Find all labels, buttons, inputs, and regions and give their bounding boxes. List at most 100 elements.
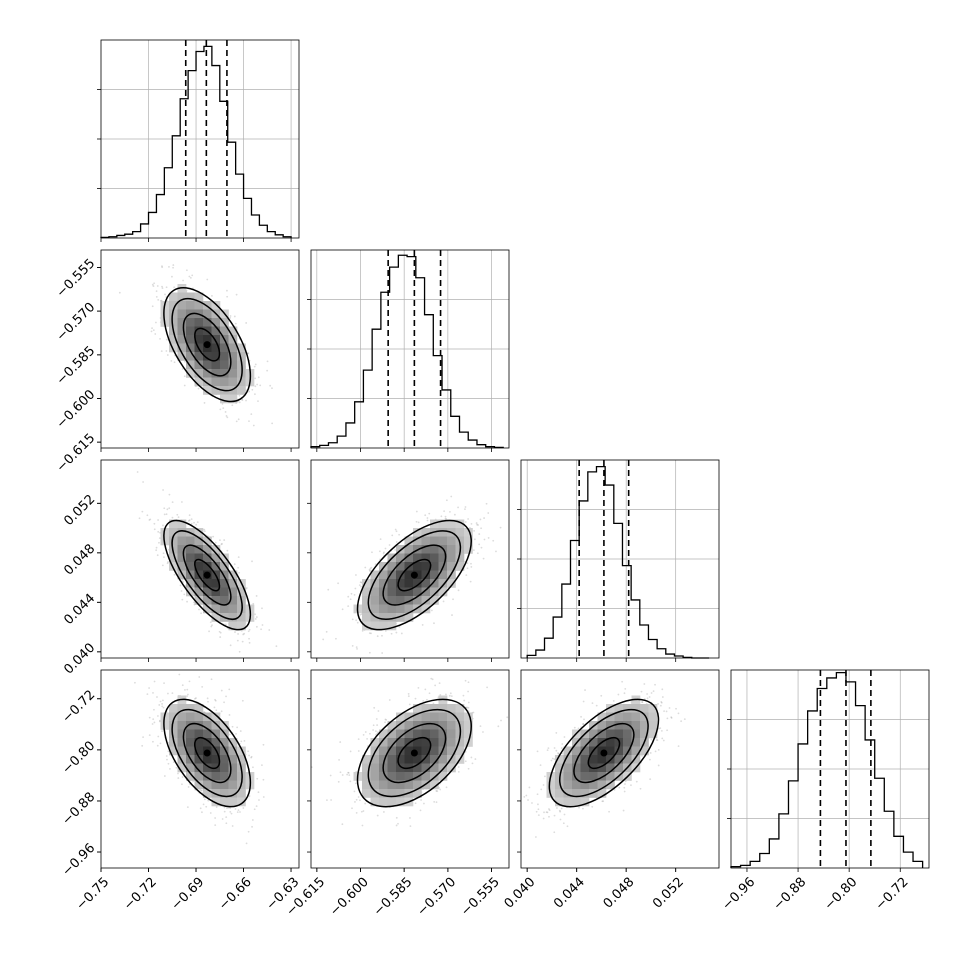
- density-cell: [186, 352, 195, 361]
- density-cell: [228, 789, 238, 798]
- sample-point: [155, 546, 158, 549]
- sample-point: [209, 812, 212, 814]
- sample-point: [187, 519, 190, 522]
- sample-point: [162, 524, 164, 527]
- density-cell: [194, 562, 204, 571]
- sample-point: [254, 618, 257, 620]
- sample-point: [199, 807, 202, 810]
- density-cell: [186, 704, 195, 713]
- sample-point: [159, 337, 161, 340]
- density-cell: [228, 377, 238, 387]
- density-cell: [203, 352, 212, 361]
- sample-point: [171, 501, 174, 504]
- sample-point: [166, 758, 168, 761]
- sample-point: [214, 541, 217, 544]
- sample-point: [238, 394, 241, 397]
- sample-point: [231, 404, 234, 407]
- sample-point: [467, 706, 470, 709]
- density-cell: [203, 772, 212, 781]
- sample-point: [261, 764, 263, 766]
- density-cell: [404, 596, 414, 605]
- sample-point: [152, 692, 154, 694]
- density-cell: [413, 587, 422, 597]
- sample-point: [245, 399, 247, 402]
- density-cell: [211, 386, 221, 395]
- sample-point: [173, 286, 176, 289]
- sample-point: [444, 515, 447, 518]
- sample-point: [161, 265, 163, 268]
- density-cell: [220, 789, 229, 798]
- sample-point: [167, 762, 170, 765]
- density-cell: [464, 536, 473, 546]
- sample-point: [445, 499, 448, 502]
- density-cell: [370, 579, 380, 588]
- density-cell: [237, 797, 246, 807]
- sample-point: [161, 730, 163, 733]
- density-cell: [237, 604, 246, 614]
- sample-point: [201, 789, 203, 792]
- sample-point: [252, 602, 255, 605]
- density-cell: [404, 570, 414, 580]
- sample-point: [208, 630, 210, 633]
- sample-point: [368, 632, 371, 635]
- sample-point: [165, 513, 168, 516]
- sample-point: [142, 481, 145, 483]
- density-cell: [169, 309, 178, 319]
- density-cell: [220, 377, 229, 387]
- sample-point: [414, 802, 417, 805]
- density-panel-2-4: [307, 669, 510, 872]
- density-cell: [220, 394, 229, 404]
- density-cell: [237, 352, 246, 361]
- sample-point: [159, 742, 162, 745]
- density-cell: [211, 797, 221, 807]
- sample-point: [242, 807, 245, 809]
- density-cell: [211, 562, 221, 571]
- density-1-4-frame: [100, 669, 300, 869]
- sample-point: [181, 501, 183, 503]
- density-cell: [169, 729, 178, 739]
- density-cell: [421, 528, 431, 537]
- sample-point: [420, 799, 422, 801]
- density-cell: [194, 738, 204, 747]
- sample-point: [444, 517, 447, 520]
- sample-point: [438, 682, 441, 685]
- density-cell: [228, 613, 238, 622]
- density-cell: [438, 536, 448, 546]
- sample-point: [384, 629, 387, 632]
- sample-point: [159, 719, 161, 722]
- sample-point: [220, 543, 223, 546]
- density-cell: [228, 587, 238, 597]
- density-cell: [379, 596, 388, 605]
- density-1-2-frame: [100, 249, 300, 449]
- sample-point: [262, 778, 265, 781]
- sample-point: [195, 697, 197, 699]
- sample-point: [141, 744, 144, 747]
- density-cell: [194, 755, 204, 764]
- sample-point: [368, 651, 371, 654]
- sample-point: [492, 539, 495, 542]
- density-cell: [211, 772, 221, 781]
- density-cell: [177, 519, 187, 529]
- sample-point: [200, 789, 203, 792]
- sample-point: [478, 533, 481, 535]
- sample-point: [262, 796, 265, 798]
- sample-point: [198, 676, 201, 678]
- sample-point: [237, 556, 240, 559]
- density-cell: [211, 780, 221, 790]
- sample-point: [223, 701, 225, 704]
- sample-point: [157, 715, 159, 717]
- density-cell: [177, 763, 187, 773]
- sample-point: [395, 816, 398, 819]
- sample-point: [353, 790, 356, 793]
- sample-point: [463, 699, 466, 702]
- histogram-1-frame: [100, 39, 300, 239]
- sample-point: [233, 563, 236, 566]
- density-cell: [438, 528, 448, 537]
- density-cell: [396, 579, 405, 588]
- density-cell: [237, 755, 246, 764]
- sample-point: [348, 774, 351, 777]
- density-cell: [186, 545, 195, 554]
- sample-point: [486, 686, 488, 689]
- sample-point: [181, 368, 184, 370]
- sample-point: [160, 350, 163, 352]
